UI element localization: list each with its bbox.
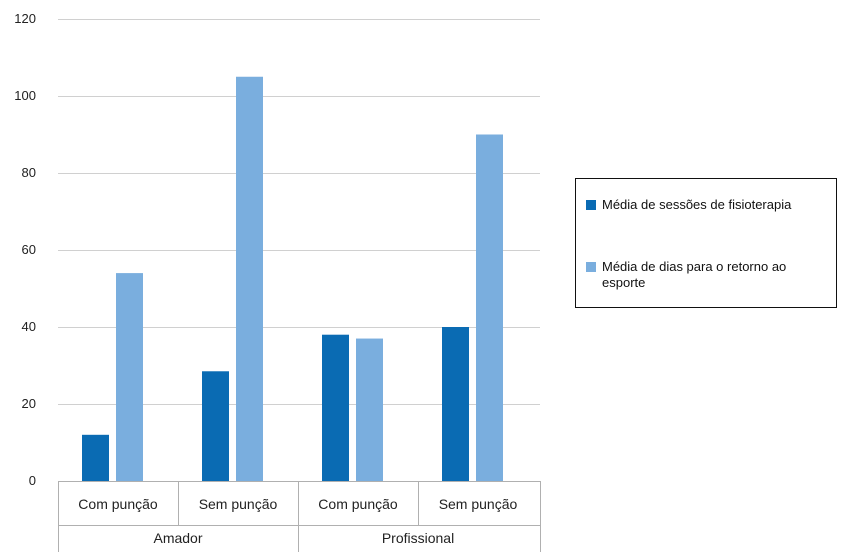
y-tick-label: 60 — [22, 242, 36, 257]
bar — [442, 327, 469, 481]
bar — [476, 134, 503, 481]
y-tick-label: 120 — [14, 11, 36, 26]
category-label: Sem punção — [439, 496, 518, 512]
category-label: Com punção — [318, 496, 398, 512]
legend-swatch-return-days — [586, 262, 596, 272]
chart-legend: Média de sessões de fisioterapia Média d… — [575, 178, 837, 308]
legend-item-return-days: Média de dias para o retorno ao esporte — [586, 259, 830, 291]
axis-labels: 0 20 40 60 80 100 120 Com punção Sem punção Com p… — [14, 11, 517, 546]
y-tick-label: 40 — [22, 319, 36, 334]
legend-label-sessions: Média de sessões de fisioterapia — [602, 197, 792, 212]
group-label: Amador — [153, 530, 202, 546]
bar — [116, 273, 143, 481]
y-tick-label: 100 — [14, 88, 36, 103]
bar — [356, 338, 383, 481]
bar — [236, 76, 263, 481]
category-label: Sem punção — [199, 496, 278, 512]
y-tick-label: 0 — [29, 473, 36, 488]
axis — [58, 481, 541, 552]
y-tick-label: 80 — [22, 165, 36, 180]
bar — [202, 371, 229, 481]
y-tick-label: 20 — [22, 396, 36, 411]
legend-label-return-days: Média de dias para o retorno ao esporte — [602, 259, 787, 290]
category-label: Com punção — [78, 496, 158, 512]
group-label: Profissional — [382, 530, 454, 546]
legend-item-sessions: Média de sessões de fisioterapia — [586, 197, 830, 213]
legend-swatch-sessions — [586, 200, 596, 210]
bar — [322, 334, 349, 481]
bars — [82, 76, 503, 481]
bar — [82, 434, 109, 481]
